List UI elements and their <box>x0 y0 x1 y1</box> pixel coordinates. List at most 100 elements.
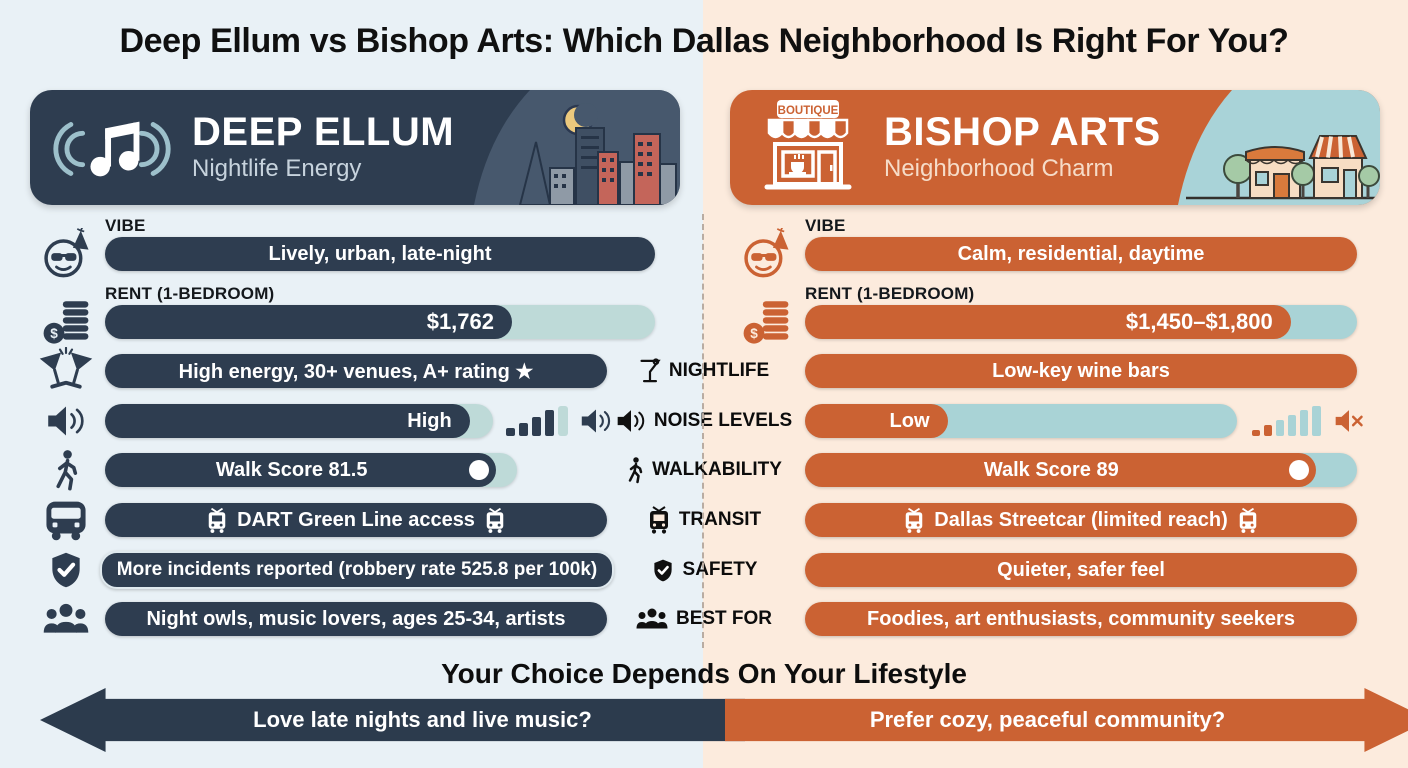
bishop-arts-best-for-value: Foodies, art enthusiasts, community seek… <box>867 607 1295 630</box>
bishop-arts-noise-value: Low <box>889 409 930 432</box>
martini-glass-icon <box>639 357 661 385</box>
left-rent-label: RENT (1-BEDROOM) <box>105 284 275 303</box>
best-for-row-label: BEST FOR <box>604 602 804 636</box>
transit-label-text: TRANSIT <box>678 509 762 530</box>
deep-ellum-header-card: DEEP ELLUM Nightlife Energy <box>30 90 680 205</box>
nightlife-row-label: NIGHTLIFE <box>604 354 804 388</box>
cheers-glasses-icon <box>36 347 96 394</box>
deep-ellum-safety-value: More incidents reported (robbery rate 52… <box>116 559 598 580</box>
deep-ellum-rent-value: $1,762 <box>426 309 494 334</box>
bishop-arts-rent-value: $1,450–$1,800 <box>1125 309 1273 334</box>
deep-ellum-walk-fill: Walk Score 81.5 <box>105 453 497 487</box>
day-shops-illustration <box>1150 90 1380 205</box>
bishop-arts-transit-value: Dallas Streetcar (limited reach) <box>934 508 1228 531</box>
transit-row-label: TRANSIT <box>604 503 804 537</box>
tram-icon <box>484 507 506 534</box>
footer-heading: Your Choice Depends On Your Lifestyle <box>441 658 967 689</box>
page-title: Deep Ellum vs Bishop Arts: Which Dallas … <box>119 22 1289 60</box>
muted-speaker-icon <box>1334 408 1364 434</box>
deep-ellum-noise-level-icons <box>506 406 612 436</box>
speaker-icon <box>580 407 612 435</box>
bishop-arts-transit-bar: Dallas Streetcar (limited reach) <box>805 503 1357 537</box>
slider-knob <box>1288 460 1309 480</box>
bishop-arts-title: BISHOP ARTS <box>884 109 1161 154</box>
coins-icon: $ <box>736 299 796 345</box>
bishop-arts-noise-level-icons <box>1252 406 1364 436</box>
bishop-arts-walk-fill: Walk Score 89 <box>805 453 1316 487</box>
safety-row-label: SAFETY <box>604 553 804 587</box>
shield-check-icon <box>651 557 675 584</box>
bus-icon <box>36 497 96 543</box>
right-lifestyle-question: Prefer cozy, peaceful community? <box>869 707 1226 732</box>
volume-bars-icon <box>1252 406 1324 436</box>
deep-ellum-vibe-value: Lively, urban, late-night <box>268 242 492 265</box>
bishop-arts-walk-track: Walk Score 89 <box>805 453 1357 487</box>
tram-icon <box>1237 507 1259 534</box>
deep-ellum-title: DEEP ELLUM <box>192 109 455 154</box>
bishop-arts-noise-fill: Low <box>805 404 948 438</box>
safety-label-text: SAFETY <box>682 559 758 580</box>
deep-ellum-rent-fill: $1,762 <box>105 305 512 339</box>
walkability-label-text: WALKABILITY <box>652 459 782 480</box>
people-group-icon <box>636 607 668 631</box>
deep-ellum-noise-track: High <box>105 404 493 438</box>
night-skyline-illustration <box>450 90 680 205</box>
coins-icon: $ <box>36 299 96 345</box>
bishop-arts-nightlife-value: Low-key wine bars <box>992 359 1170 382</box>
deep-ellum-nightlife-bar: High energy, 30+ venues, A+ rating ★ <box>105 354 607 388</box>
deep-ellum-transit-bar: DART Green Line access <box>105 503 607 537</box>
tram-icon <box>647 505 671 535</box>
tram-icon <box>206 507 228 534</box>
deep-ellum-noise-value: High <box>407 409 452 432</box>
deep-ellum-noise-fill: High <box>105 404 470 438</box>
people-group-icon <box>36 596 96 642</box>
boutique-storefront-icon: BOUTIQUE <box>752 98 864 198</box>
tram-icon <box>903 507 925 534</box>
speaker-icon <box>616 408 646 434</box>
left-vibe-label: VIBE <box>105 216 146 235</box>
bishop-arts-tagline: Neighborhood Charm <box>884 155 1114 183</box>
party-face-icon <box>36 228 96 278</box>
shield-check-icon <box>36 547 96 593</box>
deep-ellum-walk-value: Walk Score 81.5 <box>215 458 368 481</box>
deep-ellum-best-for-bar: Night owls, music lovers, ages 25-34, ar… <box>105 602 607 636</box>
walkability-row-label: WALKABILITY <box>604 453 804 487</box>
noise-label-text: NOISE LEVELS <box>653 410 793 431</box>
nightlife-label-text: NIGHTLIFE <box>668 360 770 381</box>
slider-knob <box>469 460 490 480</box>
right-rent-label: RENT (1-BEDROOM) <box>805 284 975 303</box>
left-lifestyle-question: Love late nights and live music? <box>253 707 592 732</box>
deep-ellum-rent-track: $1,762 <box>105 305 655 339</box>
deep-ellum-nightlife-value: High energy, 30+ venues, A+ rating ★ <box>178 360 534 383</box>
bishop-arts-nightlife-bar: Low-key wine bars <box>805 354 1357 388</box>
bishop-arts-noise-track: Low <box>805 404 1237 438</box>
bishop-arts-rent-track: $1,450–$1,800 <box>805 305 1357 339</box>
bishop-arts-walk-value: Walk Score 89 <box>983 458 1119 481</box>
bishop-arts-vibe-value: Calm, residential, daytime <box>957 242 1205 265</box>
deep-ellum-vibe-bar: Lively, urban, late-night <box>105 237 655 271</box>
music-note-icon <box>52 101 172 195</box>
center-dashed-divider <box>702 214 704 648</box>
noise-row-label: NOISE LEVELS <box>604 404 804 438</box>
volume-bars-icon <box>506 406 570 436</box>
svg-text:$: $ <box>50 326 58 341</box>
deep-ellum-transit-value: DART Green Line access <box>237 508 475 531</box>
party-face-icon <box>736 228 796 278</box>
best-for-label-text: BEST FOR <box>675 608 773 629</box>
bishop-arts-best-for-bar: Foodies, art enthusiasts, community seek… <box>805 602 1357 636</box>
right-vibe-label: VIBE <box>805 216 846 235</box>
bishop-arts-header-card: BOUTIQUE <box>730 90 1380 205</box>
walking-person-icon <box>626 456 644 484</box>
bishop-arts-safety-bar: Quieter, safer feel <box>805 553 1357 587</box>
speaker-icon <box>36 398 96 444</box>
boutique-sign-text: BOUTIQUE <box>778 105 839 117</box>
bishop-arts-vibe-bar: Calm, residential, daytime <box>805 237 1357 271</box>
bishop-arts-rent-fill: $1,450–$1,800 <box>805 305 1291 339</box>
deep-ellum-safety-bar: More incidents reported (robbery rate 52… <box>100 551 614 589</box>
deep-ellum-best-for-value: Night owls, music lovers, ages 25-34, ar… <box>146 607 566 630</box>
svg-text:$: $ <box>750 326 758 341</box>
deep-ellum-walk-track: Walk Score 81.5 <box>105 453 517 487</box>
bishop-arts-safety-value: Quieter, safer feel <box>997 558 1165 581</box>
walking-person-icon <box>36 447 96 493</box>
